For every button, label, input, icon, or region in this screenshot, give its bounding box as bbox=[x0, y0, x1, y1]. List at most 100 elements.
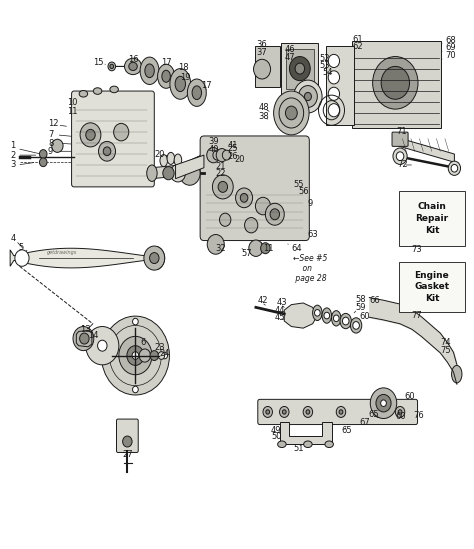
Circle shape bbox=[254, 59, 271, 79]
Circle shape bbox=[270, 209, 280, 220]
Text: Chain
Repair
Kit: Chain Repair Kit bbox=[415, 202, 448, 234]
Circle shape bbox=[222, 150, 231, 160]
Circle shape bbox=[39, 158, 47, 166]
Text: 47: 47 bbox=[284, 53, 295, 61]
Text: 51: 51 bbox=[294, 444, 304, 452]
Circle shape bbox=[381, 66, 410, 99]
Circle shape bbox=[98, 340, 107, 351]
Text: 21: 21 bbox=[216, 161, 226, 171]
Circle shape bbox=[218, 181, 228, 192]
Circle shape bbox=[373, 57, 418, 109]
FancyBboxPatch shape bbox=[117, 419, 138, 452]
Text: 17: 17 bbox=[201, 81, 212, 90]
FancyBboxPatch shape bbox=[258, 399, 418, 424]
Text: 14: 14 bbox=[88, 332, 99, 340]
FancyBboxPatch shape bbox=[286, 49, 314, 89]
FancyBboxPatch shape bbox=[72, 91, 155, 187]
Text: 59: 59 bbox=[355, 303, 365, 312]
Text: 6: 6 bbox=[140, 338, 146, 348]
Circle shape bbox=[170, 165, 185, 182]
FancyBboxPatch shape bbox=[399, 191, 465, 246]
Polygon shape bbox=[180, 149, 216, 176]
Text: 4: 4 bbox=[10, 234, 15, 243]
Text: 61: 61 bbox=[353, 35, 364, 43]
Circle shape bbox=[249, 240, 263, 256]
Circle shape bbox=[114, 124, 129, 141]
Text: 39: 39 bbox=[209, 137, 219, 147]
Ellipse shape bbox=[110, 64, 114, 69]
Ellipse shape bbox=[160, 155, 167, 166]
Circle shape bbox=[216, 149, 228, 162]
Text: 1: 1 bbox=[10, 141, 15, 150]
Text: 71: 71 bbox=[396, 126, 407, 136]
Circle shape bbox=[448, 161, 461, 175]
Text: 37: 37 bbox=[256, 48, 267, 57]
Text: 72: 72 bbox=[398, 160, 408, 170]
Circle shape bbox=[263, 406, 273, 417]
FancyBboxPatch shape bbox=[326, 46, 354, 125]
Circle shape bbox=[266, 410, 270, 414]
Circle shape bbox=[240, 193, 248, 202]
Text: Engine
Gasket
Kit: Engine Gasket Kit bbox=[414, 271, 449, 303]
Text: 20: 20 bbox=[235, 155, 245, 164]
Text: 19: 19 bbox=[180, 73, 191, 82]
Circle shape bbox=[133, 386, 138, 393]
Ellipse shape bbox=[174, 154, 182, 166]
Ellipse shape bbox=[331, 311, 341, 326]
Circle shape bbox=[336, 406, 346, 417]
Ellipse shape bbox=[110, 86, 118, 93]
Circle shape bbox=[303, 406, 313, 417]
Circle shape bbox=[207, 148, 220, 163]
Ellipse shape bbox=[167, 153, 174, 165]
Circle shape bbox=[396, 152, 404, 161]
Text: 2: 2 bbox=[10, 150, 15, 160]
Text: 62: 62 bbox=[353, 42, 364, 51]
Text: getdrawings: getdrawings bbox=[47, 250, 77, 255]
Circle shape bbox=[374, 406, 383, 417]
Text: 26: 26 bbox=[228, 152, 238, 161]
Text: 56: 56 bbox=[299, 187, 309, 196]
Circle shape bbox=[339, 410, 343, 414]
Circle shape bbox=[395, 406, 405, 417]
Circle shape bbox=[127, 346, 144, 366]
Polygon shape bbox=[284, 303, 318, 328]
Ellipse shape bbox=[147, 165, 157, 181]
Ellipse shape bbox=[125, 58, 142, 75]
Text: 76: 76 bbox=[413, 411, 424, 421]
Text: 49: 49 bbox=[271, 426, 282, 435]
Circle shape bbox=[158, 352, 164, 360]
Text: 36: 36 bbox=[256, 40, 267, 49]
Ellipse shape bbox=[304, 92, 311, 100]
Ellipse shape bbox=[294, 80, 322, 113]
Ellipse shape bbox=[187, 79, 206, 107]
Text: 44: 44 bbox=[275, 306, 285, 315]
Text: 8: 8 bbox=[48, 138, 54, 148]
Circle shape bbox=[119, 337, 152, 375]
Text: 66: 66 bbox=[369, 296, 380, 305]
Circle shape bbox=[370, 388, 397, 418]
Circle shape bbox=[213, 150, 221, 160]
Circle shape bbox=[123, 436, 132, 447]
Circle shape bbox=[223, 152, 232, 163]
Ellipse shape bbox=[304, 441, 312, 447]
Text: ←See #5
    on
 page 28: ←See #5 on page 28 bbox=[293, 254, 327, 283]
Ellipse shape bbox=[108, 62, 116, 71]
Circle shape bbox=[290, 57, 310, 81]
Text: 20: 20 bbox=[155, 149, 165, 159]
Circle shape bbox=[245, 217, 258, 233]
Ellipse shape bbox=[452, 366, 462, 383]
Text: 50: 50 bbox=[271, 432, 282, 441]
Ellipse shape bbox=[162, 70, 170, 82]
Circle shape bbox=[219, 213, 231, 226]
Ellipse shape bbox=[279, 98, 304, 128]
Text: 7: 7 bbox=[48, 130, 54, 139]
Text: 48: 48 bbox=[258, 103, 269, 112]
Text: 53: 53 bbox=[319, 61, 330, 70]
Circle shape bbox=[255, 197, 271, 215]
Text: 75: 75 bbox=[440, 345, 451, 355]
Circle shape bbox=[103, 147, 111, 156]
Circle shape bbox=[393, 148, 407, 165]
Ellipse shape bbox=[175, 76, 185, 92]
Text: 22: 22 bbox=[216, 169, 226, 178]
Text: 9: 9 bbox=[48, 147, 53, 156]
